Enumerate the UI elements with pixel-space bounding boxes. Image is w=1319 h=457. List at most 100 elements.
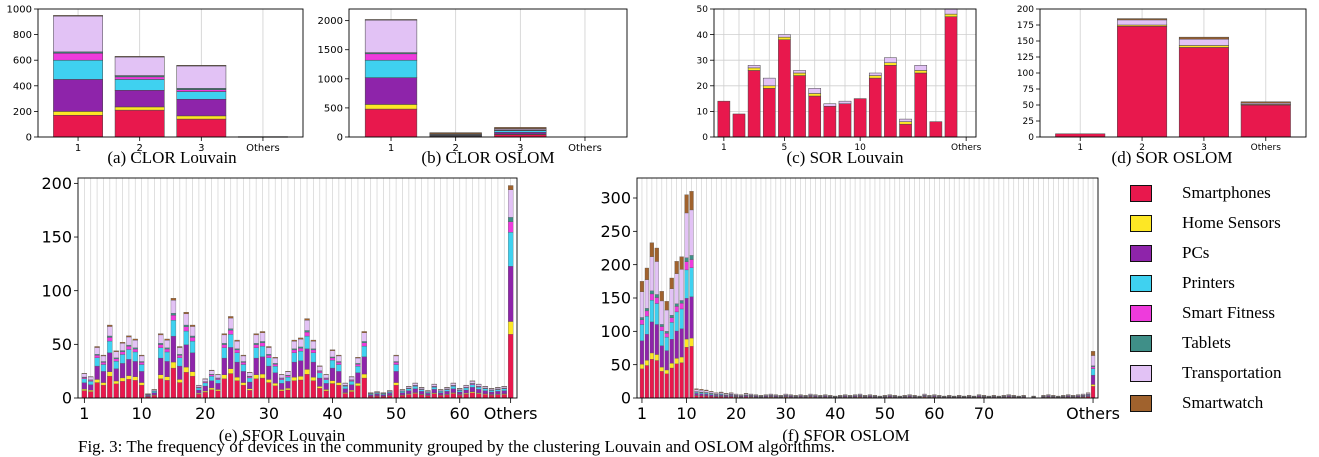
bar-segment-transportation: [165, 340, 170, 348]
bar-segment-pcs: [381, 395, 386, 396]
bar-segment-smart-fitness: [115, 77, 164, 80]
bar-segment-printers: [665, 337, 669, 351]
bar-segment-smart-fitness: [120, 352, 125, 355]
bar-segment-pcs: [650, 322, 654, 353]
bar-segment-smartwatch: [53, 15, 102, 16]
bar-segment-transportation: [324, 375, 329, 378]
bar-segment-printers: [1091, 369, 1095, 376]
bar-segment-smartphones: [900, 124, 912, 137]
bar-segment-home-sensors: [685, 339, 689, 347]
bar-segment-pcs: [88, 385, 93, 391]
bar-segment-smartphones: [133, 380, 138, 398]
bar-segment-printers: [336, 365, 341, 372]
bar-segment-smartphones: [305, 374, 310, 398]
bar-segment-home-sensors: [279, 390, 284, 391]
bar-segment-smartwatch: [266, 346, 271, 347]
bar-segment-transportation: [222, 335, 227, 343]
bar-segment-smartphones: [1241, 105, 1290, 137]
bar-segment-home-sensors: [660, 367, 664, 371]
x-tick-label: 1: [79, 404, 89, 423]
bar-segment-tablets: [685, 258, 689, 262]
bar-segment-transportation: [1179, 39, 1228, 45]
bar-segment-tablets: [158, 343, 163, 344]
legend-item: Smartphones: [1130, 180, 1152, 206]
y-tick-label: 75: [1023, 85, 1034, 95]
bar-segment-smartphones: [158, 379, 163, 398]
legend-item: Printers: [1130, 270, 1152, 296]
bar-segment-printers: [406, 389, 411, 391]
bar-segment-pcs: [400, 393, 405, 395]
bar-segment-smartphones: [292, 381, 297, 398]
bar-segment-pcs: [53, 79, 102, 111]
bar-segment-pcs: [330, 368, 335, 381]
bar-segment-smartphones: [349, 392, 354, 398]
bar-segment-smartwatch: [645, 268, 649, 280]
y-tick-label: 250: [600, 222, 631, 241]
bar-segment-transportation: [470, 381, 475, 383]
bar-segment-smart-fitness: [675, 306, 679, 311]
bar-segment-smartwatch: [107, 325, 112, 326]
bar-segment-printers: [343, 386, 348, 388]
bar-segment-smartphones: [53, 115, 102, 137]
bar-segment-home-sensors: [763, 86, 775, 89]
bar-segment-pcs: [279, 383, 284, 389]
bar-segment-smartphones: [317, 388, 322, 398]
bar-segment-pcs: [115, 90, 164, 107]
bar-segment-pcs: [171, 336, 176, 362]
bar-segment-smartphones: [115, 110, 164, 137]
bar-segment-smartwatch: [1241, 102, 1290, 103]
x-tick-label: 40: [825, 404, 845, 423]
bar-segment-tablets: [133, 348, 138, 349]
bar-segment-smart-fitness: [680, 303, 684, 309]
bar-segment-transportation: [177, 348, 182, 355]
bar-segment-tablets: [508, 217, 513, 221]
bar-segment-tablets: [655, 295, 659, 298]
bar-segment-pcs: [470, 387, 475, 391]
bar-segment-smartphones: [273, 386, 278, 398]
bar-segment-smartphones: [260, 378, 265, 398]
bar-segment-printers: [650, 300, 654, 322]
bar-segment-smartphones: [794, 76, 806, 137]
bar-segment-transportation: [476, 384, 481, 386]
bar-segment-pcs: [365, 78, 417, 105]
bar-segment-printers: [640, 325, 644, 341]
bar-segment-pcs: [451, 389, 456, 393]
bar-segment-pcs: [476, 389, 481, 393]
bar-segment-smart-fitness: [690, 260, 694, 268]
bar-segment-tablets: [665, 331, 669, 333]
bar-segment-pcs: [655, 325, 659, 355]
y-tick-label: 125: [1017, 53, 1034, 63]
bar-segment-transportation: [719, 393, 723, 394]
bar-segment-pcs: [254, 358, 259, 375]
legend-label: Home Sensors: [1182, 213, 1281, 233]
bar-segment-pcs: [457, 392, 462, 395]
bar-segment-printers: [209, 376, 214, 380]
bar-segment-tablets: [305, 330, 310, 332]
bar-segment-smartphones: [645, 366, 649, 399]
bar-segment-transportation: [778, 35, 790, 38]
bar-segment-printers: [196, 388, 201, 390]
bar-segment-printers: [120, 354, 125, 363]
bar-segment-transportation: [317, 366, 322, 370]
bar-segment-smart-fitness: [645, 311, 649, 316]
bar-segment-pcs: [95, 366, 100, 379]
bar-segment-tablets: [675, 304, 679, 307]
bar-segment-smartwatch: [709, 391, 713, 392]
bar-segment-printers: [695, 392, 699, 393]
bar-segment-printers: [508, 232, 513, 266]
bar-segment-transportation: [171, 300, 176, 313]
bar-segment-smart-fitness: [165, 349, 170, 352]
legend-label: Transportation: [1182, 363, 1282, 383]
bar-segment-smartphones: [1055, 134, 1104, 137]
x-tick-label: 30: [776, 404, 796, 423]
x-tick-label: 50: [386, 404, 406, 423]
bar-segment-printers: [177, 92, 226, 100]
bar-segment-home-sensors: [900, 122, 912, 125]
bar-segment-smartphones: [126, 379, 131, 398]
bar-segment-smartwatch: [670, 278, 674, 289]
